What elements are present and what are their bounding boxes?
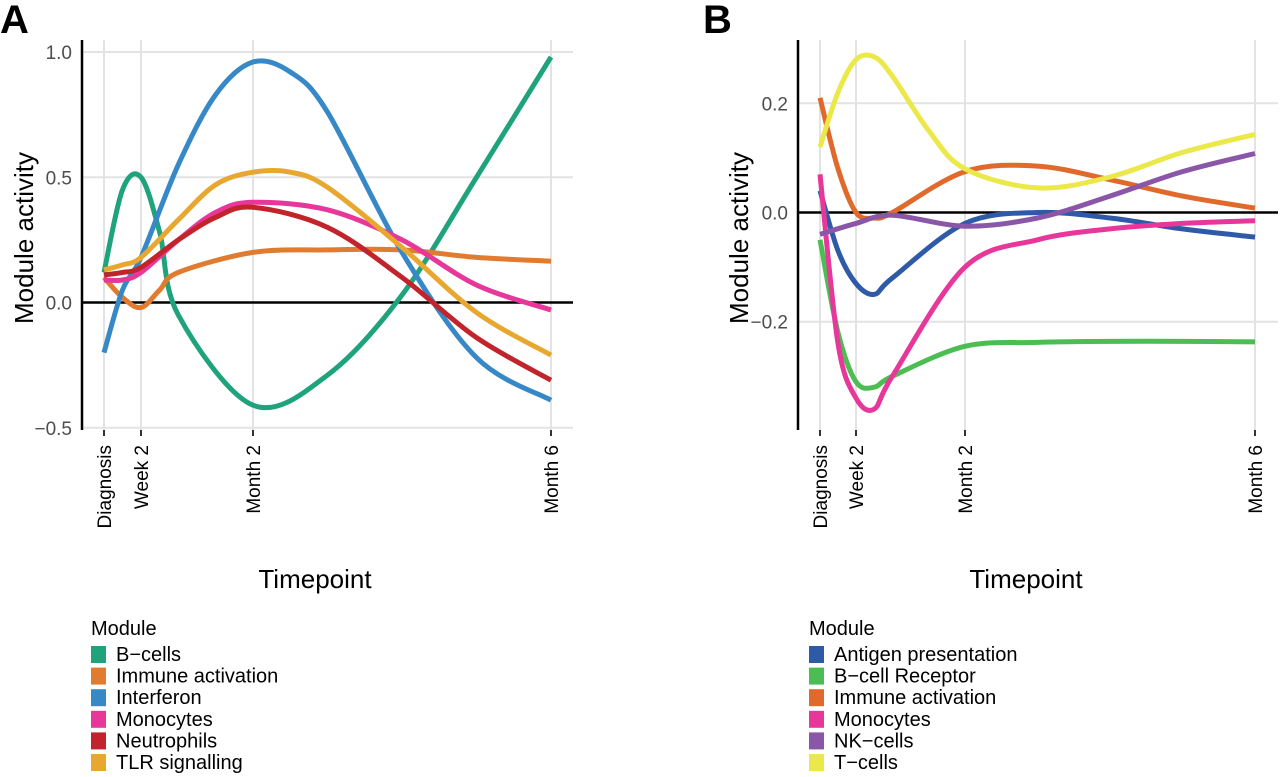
panel-a-legend-label: Neutrophils xyxy=(116,730,217,752)
panel-a-x-axis-title: Timepoint xyxy=(258,564,372,594)
panel-a-legend-label: Immune activation xyxy=(116,666,278,688)
panel-a-series-line-1 xyxy=(102,246,552,311)
panel-b-legend-label: B−cell Receptor xyxy=(834,666,976,688)
panel-a: A 1.0 0.5 0.0 −0.5 Diagnosis Week 2 Month 2 Mont… xyxy=(0,0,573,774)
panel-b-legend-title: Module xyxy=(809,618,875,640)
panel-b-legend-swatch xyxy=(809,710,824,728)
panel-a-y-tick-label: −0.5 xyxy=(34,419,72,440)
panel-a-series-line-3 xyxy=(103,199,552,313)
panel-a-x-tick-label: Diagnosis xyxy=(95,445,116,528)
panel-a-letter: A xyxy=(0,0,29,42)
panel-b-legend-label: Immune activation xyxy=(834,687,996,709)
panel-a-y-tick-label: 1.0 xyxy=(46,43,72,64)
panel-a-legend-label: Interferon xyxy=(116,687,202,709)
panel-b-x-tick-label: Month 6 xyxy=(1246,445,1267,514)
panel-b-legend-swatch xyxy=(809,732,824,750)
panel-a-y-tick-label: 0.0 xyxy=(46,294,72,315)
panel-b: B 0.2 0.0 −0.2 Diagnosis Week 2 Month 2 Month 6… xyxy=(703,0,1278,774)
panel-a-legend-swatch xyxy=(91,689,106,707)
panel-b-series-line-5 xyxy=(817,52,1256,191)
panel-b-series-line-4 xyxy=(819,151,1256,237)
panel-b-letter: B xyxy=(703,0,732,42)
panel-b-y-axis-title: Module activity xyxy=(724,152,754,324)
panel-a-x-tick-label: Month 6 xyxy=(542,445,563,514)
panel-b-y-tick-label: 0.0 xyxy=(762,204,788,225)
panel-b-legend-label: NK−cells xyxy=(834,730,913,752)
panel-b-legend-label: Antigen presentation xyxy=(834,644,1017,666)
panel-a-x-tick-label: Week 2 xyxy=(132,445,153,509)
panel-a-y-tick-label: 0.5 xyxy=(46,168,72,189)
panel-a-legend-swatch xyxy=(91,732,106,750)
panel-a-legend-swatch xyxy=(91,710,106,728)
panel-a-series-line-5 xyxy=(103,168,553,358)
panel-a-legend-label: TLR signalling xyxy=(116,752,243,774)
panel-b-legend-swatch xyxy=(809,667,824,685)
panel-a-legend-swatch xyxy=(91,646,106,663)
panel-b-legend-swatch xyxy=(809,646,824,663)
panel-b-series-line-1 xyxy=(817,239,1256,391)
panel-b-legend-swatch xyxy=(809,754,824,771)
panel-a-x-tick-label: Month 2 xyxy=(244,445,265,514)
panel-a-legend-label: Monocytes xyxy=(116,709,213,731)
panel-a-y-axis-title: Module activity xyxy=(9,152,39,324)
panel-b-legend-label: Monocytes xyxy=(834,709,931,731)
panel-b-x-axis-title: Timepoint xyxy=(969,564,1083,594)
panel-b-legend-label: T−cells xyxy=(834,752,898,774)
panel-b-x-tick-label: Diagnosis xyxy=(811,445,832,528)
panel-b-legend-swatch xyxy=(809,689,824,707)
panel-a-legend-title: Module xyxy=(91,618,157,640)
panel-b-series-line-0 xyxy=(817,189,1256,297)
panel-a-legend-swatch xyxy=(91,754,106,771)
panel-b-y-tick-label: −0.2 xyxy=(750,313,788,334)
panel-b-x-tick-label: Week 2 xyxy=(847,445,868,509)
panel-b-series-line-3 xyxy=(817,174,1256,413)
panel-b-y-tick-label: 0.2 xyxy=(762,94,788,115)
panel-a-series-line-0 xyxy=(101,55,554,411)
panel-a-legend-swatch xyxy=(91,667,106,685)
panel-a-series-line-4 xyxy=(103,204,553,383)
panel-b-x-tick-label: Month 2 xyxy=(956,445,977,514)
panel-b-series-line-2 xyxy=(817,97,1256,221)
panel-a-legend-label: B−cells xyxy=(116,644,181,666)
